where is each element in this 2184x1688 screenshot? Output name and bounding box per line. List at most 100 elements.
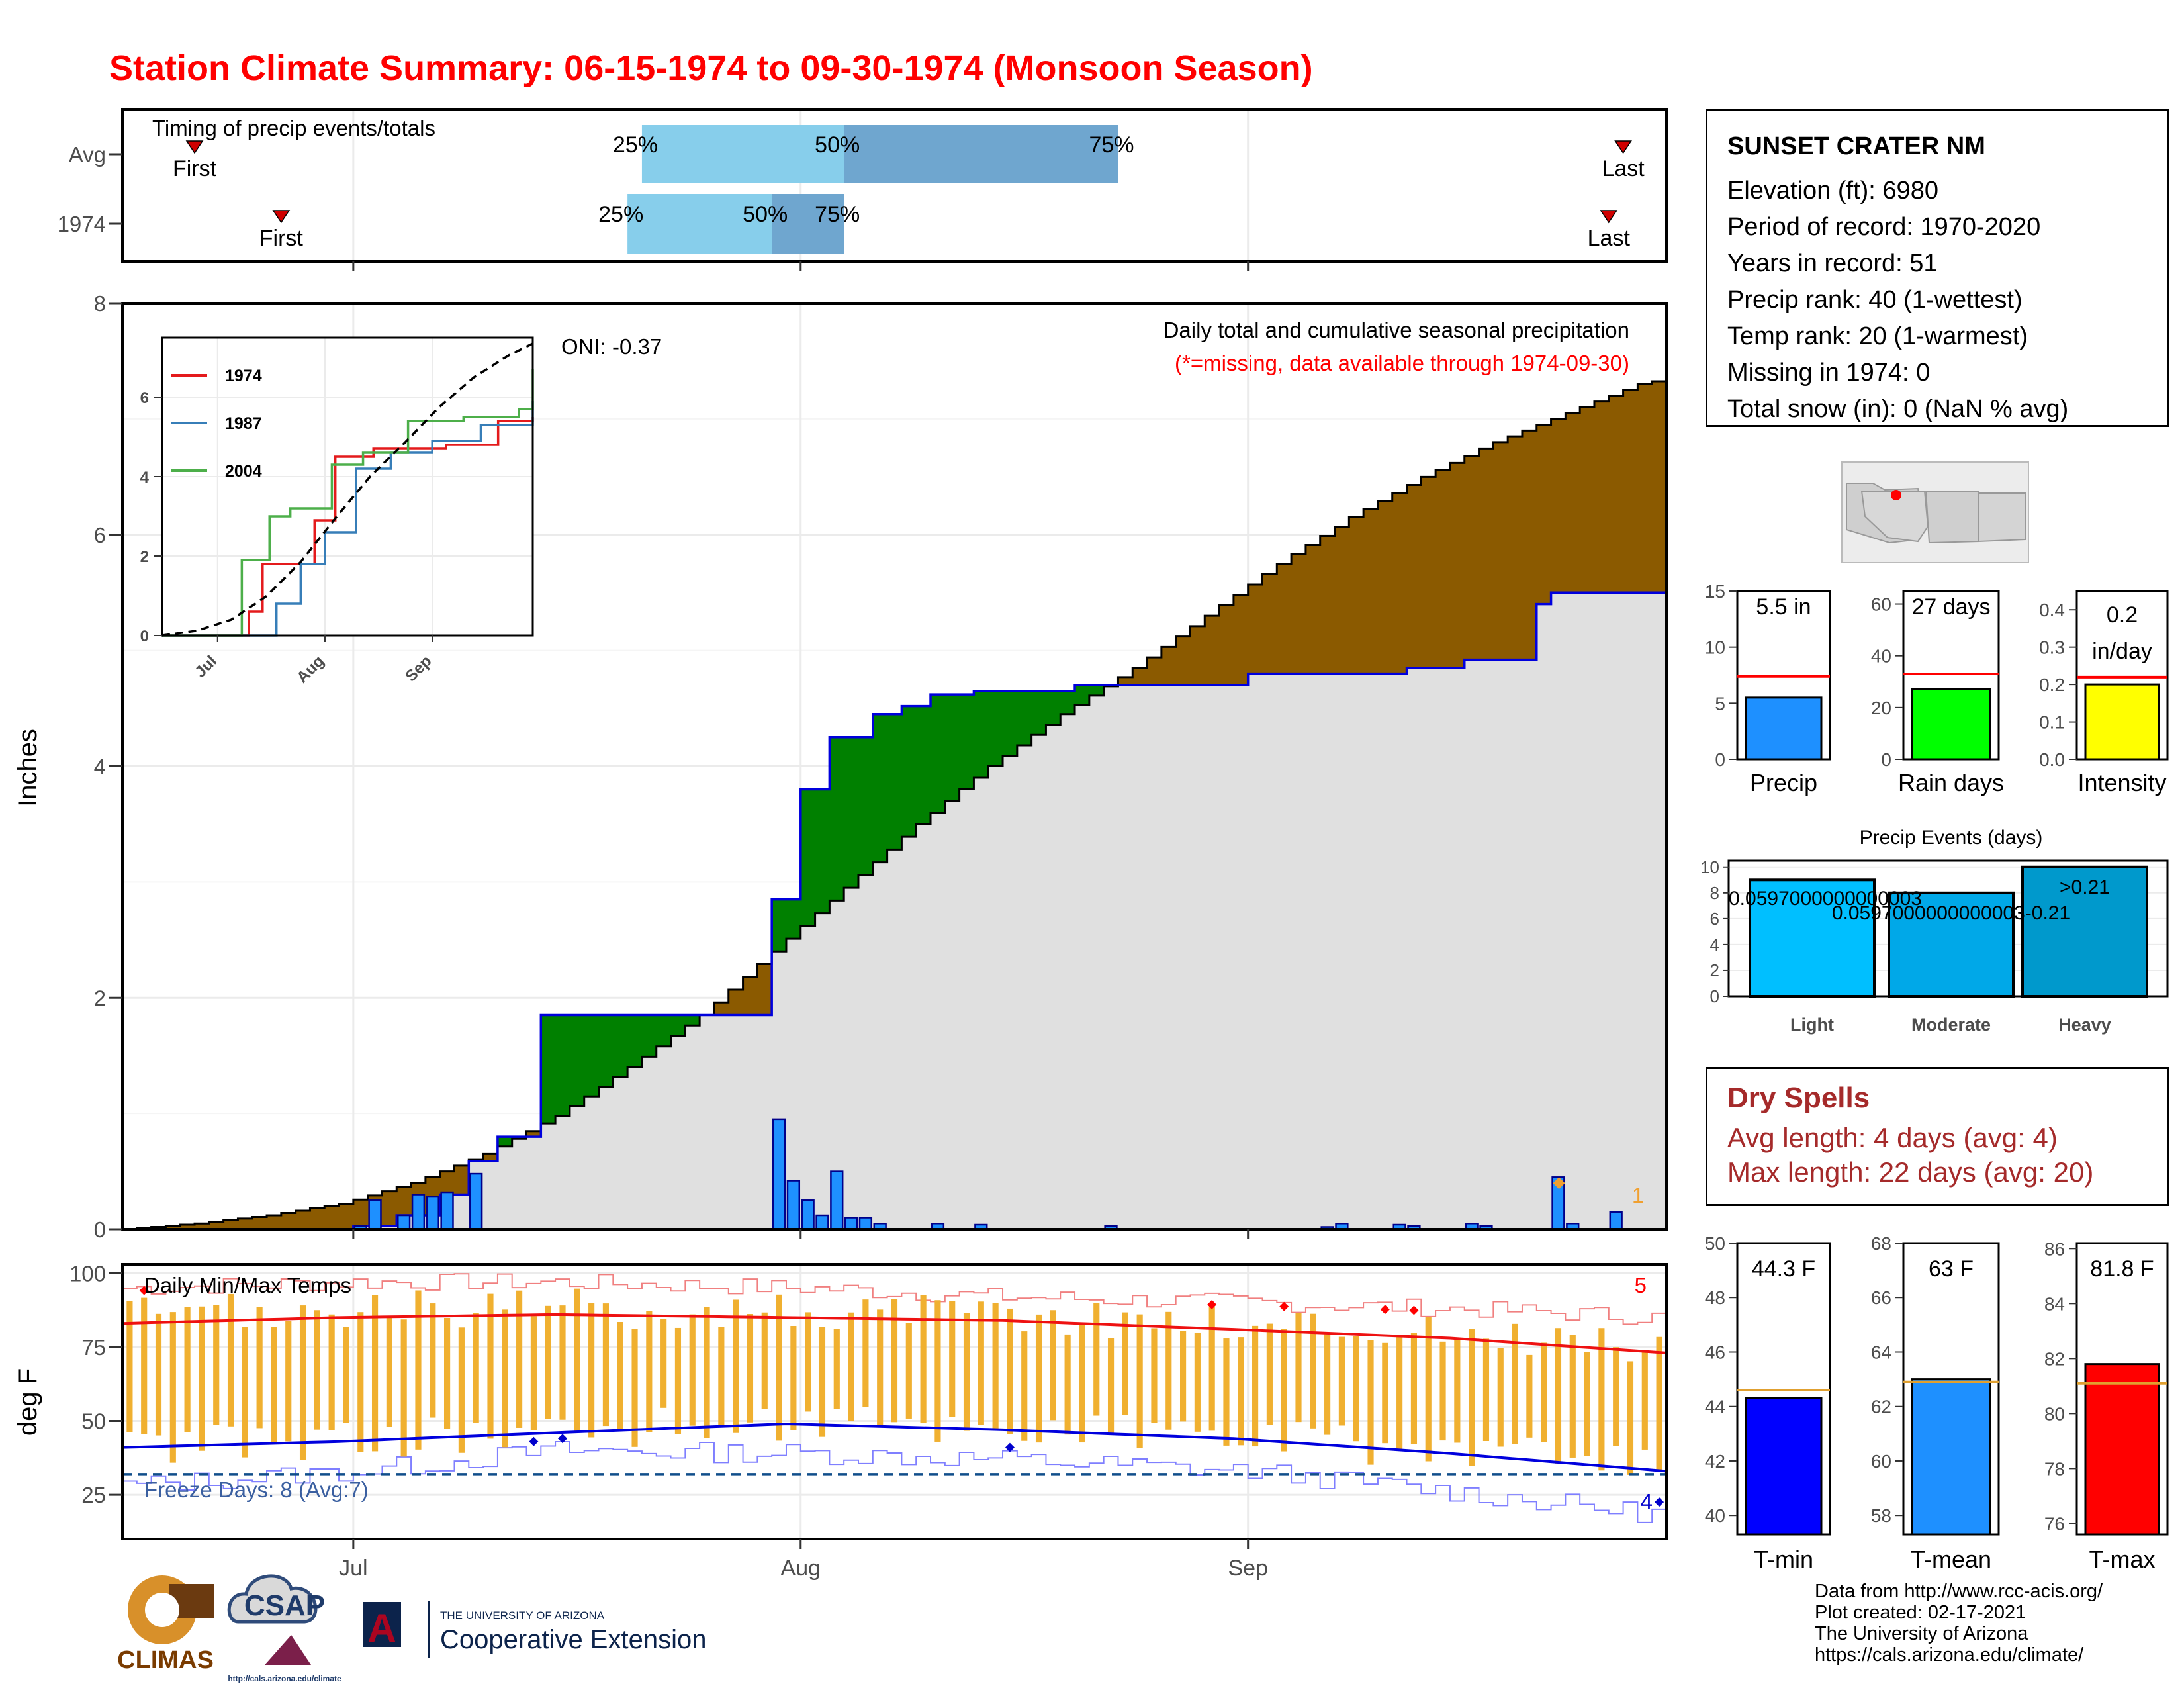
daily-temp-bar bbox=[559, 1305, 566, 1420]
daily-temp-bar bbox=[256, 1307, 263, 1429]
daily-temp-bar bbox=[343, 1327, 349, 1423]
daily-temp-bar bbox=[1223, 1338, 1230, 1446]
below-average-fill bbox=[786, 899, 801, 939]
daily-temp-bar bbox=[905, 1323, 912, 1419]
below-average-fill bbox=[497, 1137, 513, 1147]
daily-temp-bar bbox=[1338, 1336, 1345, 1426]
daily-temp-bar bbox=[1627, 1361, 1634, 1475]
credit-line: Plot created: 02-17-2021 bbox=[1815, 1602, 2026, 1623]
temps-ytick-label: 75 bbox=[81, 1335, 106, 1360]
daily-temp-bar bbox=[1641, 1351, 1648, 1450]
daily-temp-bar bbox=[1194, 1332, 1201, 1432]
tmp-max-value-label: 81.8 F bbox=[2090, 1256, 2154, 1282]
daily-temp-bar bbox=[1555, 1328, 1562, 1464]
temps-title: Daily Min/Max Temps bbox=[144, 1273, 351, 1297]
daily-temp-bar bbox=[400, 1319, 407, 1457]
daily-temp-bar bbox=[1252, 1325, 1259, 1447]
daily-temp-bar bbox=[1482, 1338, 1490, 1441]
below-average-fill bbox=[1075, 685, 1090, 705]
below-average-fill bbox=[555, 1015, 570, 1116]
daily-temp-bar bbox=[1598, 1328, 1605, 1471]
seas-raindays-bar bbox=[1911, 688, 1991, 761]
daily-temp-bar bbox=[430, 1303, 436, 1418]
daily-temp-bar bbox=[646, 1311, 653, 1432]
daily-temp-bar bbox=[155, 1313, 162, 1436]
seas-raindays-value-label: 27 days bbox=[1911, 594, 1990, 620]
tmp-min-ytick-label: 40 bbox=[1705, 1505, 1725, 1526]
seas-intensity-ytick-label: 0.4 bbox=[2039, 600, 2065, 620]
daily-temp-bar bbox=[530, 1316, 537, 1430]
csap-mountain-icon bbox=[265, 1635, 311, 1665]
daily-temp-bar bbox=[978, 1301, 984, 1425]
daily-temp-bar bbox=[1526, 1354, 1533, 1438]
below-average-fill bbox=[641, 1015, 657, 1057]
daily-precip-bar bbox=[411, 1194, 426, 1231]
below-average-fill bbox=[569, 1015, 585, 1106]
timing-avg-q75-label: 75% bbox=[1089, 132, 1134, 158]
below-average-fill bbox=[872, 714, 888, 863]
daily-temp-bar bbox=[949, 1301, 956, 1417]
daily-temp-bar bbox=[1310, 1313, 1316, 1429]
ua-logo: A THE UNIVERSITY OF ARIZONA Cooperative Ex… bbox=[363, 1601, 706, 1658]
below-average-fill bbox=[1089, 685, 1105, 696]
daily-temp-bar bbox=[1497, 1348, 1504, 1447]
daily-temp-bar bbox=[833, 1329, 840, 1409]
daily-temp-bar bbox=[704, 1307, 710, 1438]
daily-temp-bar bbox=[588, 1303, 595, 1438]
below-average-fill bbox=[1017, 690, 1032, 746]
seas-precip-ytick-label: 5 bbox=[1715, 693, 1725, 714]
daily-temp-bar bbox=[1613, 1347, 1619, 1446]
timing-avg-last-label: Last bbox=[1602, 156, 1645, 181]
daily-temp-bar bbox=[790, 1326, 797, 1430]
daily-temp-bar bbox=[516, 1290, 523, 1428]
station-line: Temp rank: 20 (1-warmest) bbox=[1727, 322, 2028, 350]
daily-temp-bar bbox=[371, 1295, 379, 1452]
daily-precip-bar bbox=[426, 1196, 439, 1231]
tmp-max-bar bbox=[2084, 1363, 2160, 1536]
daily-temp-bar bbox=[877, 1309, 884, 1425]
events-bar-label: 0.0597000000000003 bbox=[1729, 888, 1922, 910]
events-ytick-label: 4 bbox=[1710, 935, 1719, 955]
daily-temp-bar bbox=[891, 1299, 898, 1423]
station-line: Period of record: 1970-2020 bbox=[1727, 213, 2041, 241]
events-ytick-label: 6 bbox=[1710, 909, 1719, 929]
daily-temp-bar bbox=[1324, 1334, 1331, 1435]
inset-bg bbox=[162, 338, 533, 635]
below-average-fill bbox=[656, 1015, 672, 1047]
credit-line: https://cals.arizona.edu/climate/ bbox=[1815, 1644, 2084, 1665]
seas-raindays-ytick-label: 20 bbox=[1871, 698, 1891, 718]
daily-temp-bar bbox=[574, 1288, 580, 1432]
precip-annotation: Daily total and cumulative seasonal prec… bbox=[1163, 318, 1629, 342]
timing-year-iqr-high bbox=[772, 194, 844, 254]
station-line: Elevation (ft): 6980 bbox=[1727, 177, 1938, 205]
dry-spells-avg: Avg length: 4 days (avg: 4) bbox=[1727, 1122, 2058, 1153]
daily-temp-bar bbox=[328, 1314, 335, 1430]
events-ytick-label: 0 bbox=[1710, 986, 1719, 1006]
events-category-label: Light bbox=[1790, 1015, 1834, 1035]
below-average-fill bbox=[541, 1015, 556, 1124]
daily-temp-bar bbox=[1122, 1312, 1128, 1415]
tmp-max-ytick-label: 84 bbox=[2044, 1293, 2065, 1314]
daily-precip-bar bbox=[786, 1180, 801, 1231]
daily-temp-bar bbox=[934, 1300, 941, 1442]
seas-precip-bar bbox=[1745, 696, 1823, 761]
below-average-fill bbox=[916, 706, 931, 824]
tmp-max-ytick-label: 80 bbox=[2044, 1403, 2065, 1424]
tmp-min-ytick-label: 50 bbox=[1705, 1233, 1725, 1254]
seas-intensity-label: Intensity bbox=[2077, 769, 2166, 796]
seas-precip-label: Precip bbox=[1750, 769, 1817, 796]
daily-temp-bar bbox=[314, 1310, 320, 1430]
below-average-fill bbox=[685, 1015, 700, 1026]
station-info-box: SUNSET CRATER NM Elevation (ft): 6980 Pe… bbox=[1706, 109, 2169, 427]
daily-temp-bar bbox=[848, 1312, 854, 1422]
precip-ytick-label: 8 bbox=[94, 291, 106, 316]
daily-temp-bar bbox=[1035, 1314, 1042, 1443]
tmp-min-label: T-min bbox=[1754, 1546, 1813, 1573]
daily-temp-bar bbox=[502, 1309, 508, 1448]
climas-logo-text: CLIMAS bbox=[117, 1646, 214, 1674]
daily-precip-bar bbox=[397, 1214, 411, 1231]
below-average-fill bbox=[887, 714, 902, 850]
daily-precip-bar bbox=[844, 1217, 858, 1231]
tmp-min-ytick-label: 44 bbox=[1705, 1397, 1725, 1417]
